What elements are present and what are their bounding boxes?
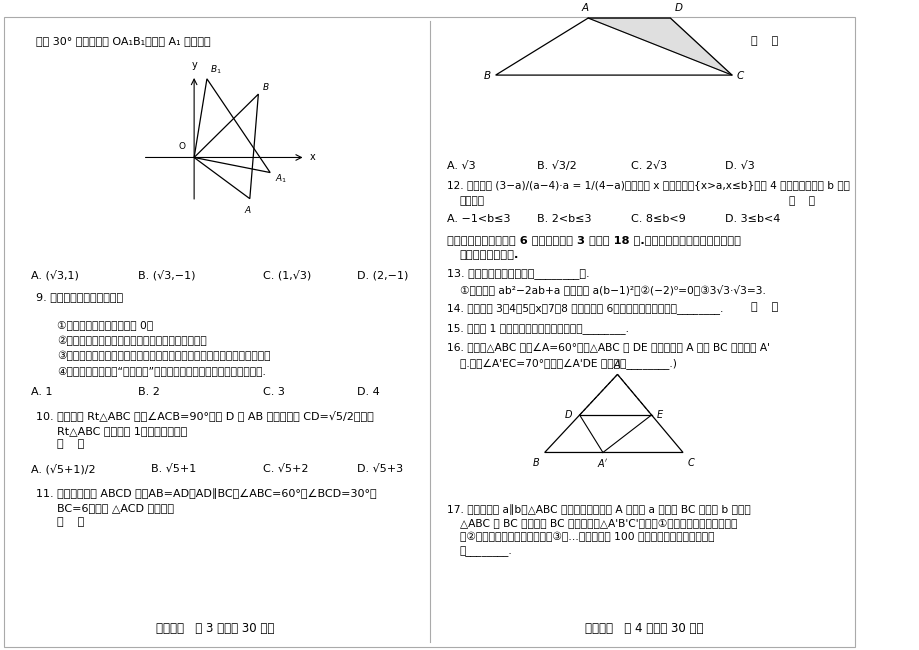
Text: C. 3: C. 3 — [262, 387, 284, 397]
Text: $C$: $C$ — [686, 456, 696, 467]
Text: D. √3: D. √3 — [724, 161, 754, 171]
Text: $A'$: $A'$ — [596, 457, 608, 469]
Text: B. √3/2: B. √3/2 — [536, 161, 576, 171]
Text: 14. 一组数据 3，4，5，x，7，8 的平均数为 6，则这组数据的方差是________.: 14. 一组数据 3，4，5，x，7，8 的平均数为 6，则这组数据的方差是__… — [447, 304, 722, 314]
Text: 旋转 30° 得到三角形 OA₁B₁，则点 A₁ 的坐标为: 旋转 30° 得到三角形 OA₁B₁，则点 A₁ 的坐标为 — [36, 36, 210, 46]
Text: $A$: $A$ — [613, 358, 621, 370]
Text: 10. 如图，在 Rt△ABC 中，∠ACB=90°，点 D 是 AB 的中点，且 CD=√5/2，如果: 10. 如图，在 Rt△ABC 中，∠ACB=90°，点 D 是 AB 的中点，… — [36, 410, 373, 421]
Text: A. (√5+1)/2: A. (√5+1)/2 — [31, 463, 96, 474]
Text: 17. 如图，直线 a∥b，△ABC 是等边三角形，点 A 在直线 a 上，边 BC 在直线 b 上，把: 17. 如图，直线 a∥b，△ABC 是等边三角形，点 A 在直线 a 上，边 … — [447, 504, 750, 515]
Text: $B$: $B$ — [262, 81, 269, 92]
Text: D. √5+3: D. √5+3 — [357, 463, 403, 474]
Text: A. √3: A. √3 — [447, 161, 475, 171]
Text: $A_1$: $A_1$ — [275, 172, 287, 185]
Text: （    ）: （ ） — [750, 302, 777, 312]
Text: ③在相同条件下，只要试验的次数足够多，频率就可以作为概率的估计值；: ③在相同条件下，只要试验的次数足够多，频率就可以作为概率的估计值； — [57, 351, 270, 361]
Text: B. 2<b≤3: B. 2<b≤3 — [536, 214, 591, 224]
Text: 数学试卷   第 3 页（共 30 页）: 数学试卷 第 3 页（共 30 页） — [156, 621, 275, 634]
Text: 图②，再继续以上的平移得到图③，…；请问在第 100 个图形中等边三角形的个数: 图②，再继续以上的平移得到图③，…；请问在第 100 个图形中等边三角形的个数 — [460, 532, 713, 542]
Text: 二、填空题：本大题共 6 小题，每小题 3 分，共 18 分.不需写出解答过程，请把最后结: 二、填空题：本大题共 6 小题，每小题 3 分，共 18 分.不需写出解答过程，… — [447, 235, 740, 245]
Text: $C$: $C$ — [735, 69, 744, 81]
Text: 是________.: 是________. — [460, 546, 512, 556]
Text: （    ）: （ ） — [57, 439, 85, 450]
Polygon shape — [587, 18, 732, 75]
Text: A. 1: A. 1 — [31, 387, 52, 397]
Text: B. (√3,−1): B. (√3,−1) — [138, 270, 196, 281]
Text: BC=6，那么 △ACD 的面积是: BC=6，那么 △ACD 的面积是 — [57, 504, 174, 514]
Text: 处.如果∠A'EC=70°，那么∠A'DE 的度数为________.): 处.如果∠A'EC=70°，那么∠A'DE 的度数为________.) — [460, 358, 675, 369]
Text: $D$: $D$ — [673, 1, 683, 13]
Text: C. (1,√3): C. (1,√3) — [262, 270, 311, 281]
Text: 13. 下列运算正确的个数有________个.: 13. 下列运算正确的个数有________个. — [447, 268, 589, 279]
Text: A. −1<b≤3: A. −1<b≤3 — [447, 214, 510, 224]
Text: D. (2,−1): D. (2,−1) — [357, 270, 408, 280]
Text: ④收集数据过程中的“记录结果”这一步，就是记录每个对象出现的频率.: ④收集数据过程中的“记录结果”这一步，就是记录每个对象出现的频率. — [57, 366, 266, 376]
Text: C. √5+2: C. √5+2 — [262, 463, 308, 474]
Text: x: x — [310, 153, 315, 162]
Text: △ABC 沿 BC 方向平移 BC 的一半得到△A'B'C'（如图①）；继续以上的平移得到: △ABC 沿 BC 方向平移 BC 的一半得到△A'B'C'（如图①）；继续以上… — [460, 518, 736, 528]
Text: ②一个对象在实验中出现的次数越多，频率就越大；: ②一个对象在实验中出现的次数越多，频率就越大； — [57, 335, 207, 346]
Text: C. 8≤b<9: C. 8≤b<9 — [630, 214, 685, 224]
Text: 16. 如图，△ABC 中，∠A=60°，将△ABC 沿 DE 翻折后，点 A 落在 BC 边上的点 A': 16. 如图，△ABC 中，∠A=60°，将△ABC 沿 DE 翻折后，点 A … — [447, 343, 769, 353]
Text: $D$: $D$ — [563, 408, 573, 420]
Text: $A$: $A$ — [244, 203, 252, 214]
Text: ①分解因式 ab²−2ab+a 的结果是 a(b−1)²；②(−2)⁰=0；③3√3·√3=3.: ①分解因式 ab²−2ab+a 的结果是 a(b−1)²；②(−2)⁰=0；③3… — [460, 283, 765, 294]
Text: （    ）: （ ） — [57, 517, 85, 527]
Text: $B_1$: $B_1$ — [210, 64, 221, 76]
Text: B. √5+1: B. √5+1 — [151, 463, 197, 474]
Text: $A$: $A$ — [581, 1, 589, 13]
Text: 9. 下列说法中正确的个数是: 9. 下列说法中正确的个数是 — [36, 292, 122, 302]
Text: 12. 已知方程 (3−a)/(a−4)·a = 1/(4−a)，且关于 x 的不等式组{x>a,x≤b}只有 4 个整数解，那么 b 的取: 12. 已知方程 (3−a)/(a−4)·a = 1/(4−a)，且关于 x 的… — [447, 180, 849, 190]
Text: 15. 半径为 1 的圆内接正三角形的边心距为________.: 15. 半径为 1 的圆内接正三角形的边心距为________. — [447, 323, 628, 334]
Text: （    ）: （ ） — [789, 196, 814, 206]
Text: D. 3≤b<4: D. 3≤b<4 — [724, 214, 779, 224]
Text: D. 4: D. 4 — [357, 387, 380, 397]
Text: Rt△ABC 的面积为 1，则它的周长为: Rt△ABC 的面积为 1，则它的周长为 — [57, 426, 187, 436]
Text: y: y — [191, 60, 197, 70]
Text: $E$: $E$ — [655, 408, 664, 420]
Text: $B$: $B$ — [482, 69, 491, 81]
Text: C. 2√3: C. 2√3 — [630, 161, 666, 171]
Text: 11. 如图，四边形 ABCD 中，AB=AD，AD∥BC，∠ABC=60°，∠BCD=30°，: 11. 如图，四边形 ABCD 中，AB=AD，AD∥BC，∠ABC=60°，∠… — [36, 488, 376, 499]
Text: $B$: $B$ — [532, 456, 539, 467]
Text: O: O — [178, 142, 186, 151]
Text: ①不可能事件发生的概率为 0；: ①不可能事件发生的概率为 0； — [57, 320, 153, 330]
Text: 值范围是: 值范围是 — [460, 196, 484, 206]
Text: 果填在题中横线上.: 果填在题中横线上. — [460, 250, 518, 260]
Text: A. (√3,1): A. (√3,1) — [31, 270, 79, 281]
Text: 数学试卷   第 4 页（共 30 页）: 数学试卷 第 4 页（共 30 页） — [584, 621, 702, 634]
Text: B. 2: B. 2 — [138, 387, 160, 397]
Text: （    ）: （ ） — [750, 36, 777, 46]
